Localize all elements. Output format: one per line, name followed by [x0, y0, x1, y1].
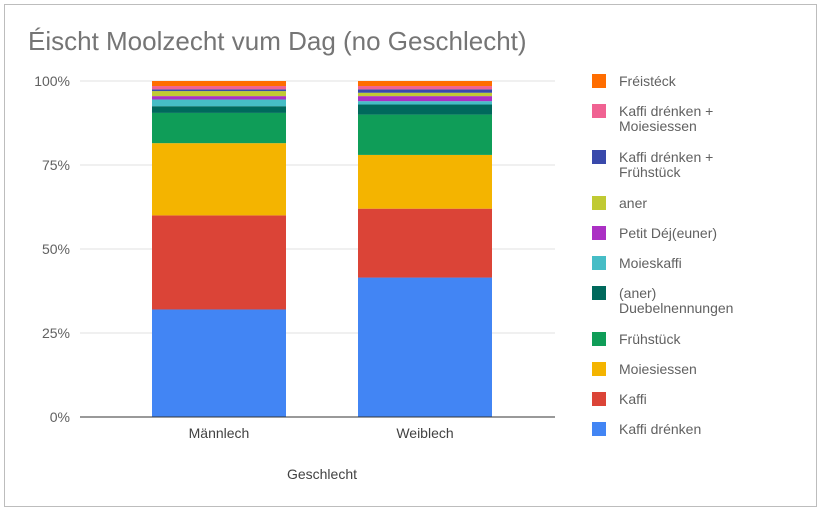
legend-item[interactable]: aner: [592, 195, 647, 211]
y-tick-label: 0%: [50, 409, 70, 425]
bar-segment: [152, 91, 286, 97]
legend-label: (aner) Duebelnennungen: [619, 285, 733, 316]
legend-swatch: [592, 286, 606, 300]
bar-segment: [358, 104, 492, 115]
bar-segment: [152, 81, 286, 87]
bar-segment: [152, 106, 286, 113]
legend-item[interactable]: Kaffi drénken + Frühstück: [592, 149, 713, 180]
bar-segment: [358, 81, 492, 87]
chart-title: Éischt Moolzecht vum Dag (no Geschlecht): [28, 26, 527, 56]
legend-label: Moiesiessen: [619, 361, 697, 377]
legend-swatch: [592, 104, 606, 118]
bar-segment: [152, 215, 286, 310]
bar-segment: [358, 101, 492, 105]
legend-label: aner: [619, 195, 647, 211]
legend: Fréistéck Kaffi drénken + Moiesiessen Kaffi…: [592, 73, 733, 437]
legend-swatch: [592, 362, 606, 376]
bar-segment: [358, 86, 492, 90]
bar-segment: [152, 89, 286, 92]
legend-label: Frühstück: [619, 331, 681, 347]
x-axis-label: Geschlecht: [287, 466, 357, 482]
y-tick-label: 75%: [42, 157, 70, 173]
legend-label: Moieskaffi: [619, 255, 682, 271]
bars: [152, 81, 492, 417]
bar-segment: [152, 112, 286, 144]
legend-label: Petit Déj(euner): [619, 225, 717, 241]
legend-swatch: [592, 196, 606, 210]
legend-item[interactable]: Kaffi: [592, 391, 647, 407]
bar-segment: [152, 96, 286, 100]
bar-segment: [152, 309, 286, 417]
legend-label: Fréistéck: [619, 73, 677, 89]
legend-label: Kaffi: [619, 391, 647, 407]
legend-swatch: [592, 256, 606, 270]
legend-label: Kaffi drénken + Frühstück: [619, 149, 713, 180]
legend-item[interactable]: Petit Déj(euner): [592, 225, 717, 241]
y-tick-label: 100%: [34, 73, 70, 89]
bar-segment: [358, 208, 492, 278]
legend-item[interactable]: (aner) Duebelnennungen: [592, 285, 733, 316]
y-tick-label: 25%: [42, 325, 70, 341]
bar-segment: [358, 89, 492, 93]
legend-item[interactable]: Moiesiessen: [592, 361, 697, 377]
legend-item[interactable]: Kaffi drénken: [592, 421, 701, 437]
legend-item[interactable]: Moieskaffi: [592, 255, 682, 271]
legend-swatch: [592, 226, 606, 240]
legend-item[interactable]: Kaffi drénken + Moiesiessen: [592, 103, 713, 134]
bar-segment: [152, 99, 286, 107]
legend-swatch: [592, 150, 606, 164]
bar-segment: [152, 86, 286, 90]
bar-segment: [358, 92, 492, 97]
legend-swatch: [592, 74, 606, 88]
x-axis-categories: Männlech Weiblech: [189, 425, 454, 441]
bar-segment: [152, 143, 286, 216]
legend-item[interactable]: Fréistéck: [592, 73, 677, 89]
legend-label: Kaffi drénken + Moiesiessen: [619, 103, 713, 134]
x-tick-label: Weiblech: [396, 425, 453, 441]
bar-segment: [358, 154, 492, 209]
legend-swatch: [592, 422, 606, 436]
y-tick-label: 50%: [42, 241, 70, 257]
legend-item[interactable]: Frühstück: [592, 331, 681, 347]
y-axis-ticks: 0% 25% 50% 75% 100%: [34, 73, 70, 425]
bar-segment: [358, 277, 492, 417]
bar-segment: [358, 96, 492, 102]
x-tick-label: Männlech: [189, 425, 250, 441]
bar-segment: [358, 114, 492, 155]
legend-label: Kaffi drénken: [619, 421, 701, 437]
legend-swatch: [592, 392, 606, 406]
legend-swatch: [592, 332, 606, 346]
